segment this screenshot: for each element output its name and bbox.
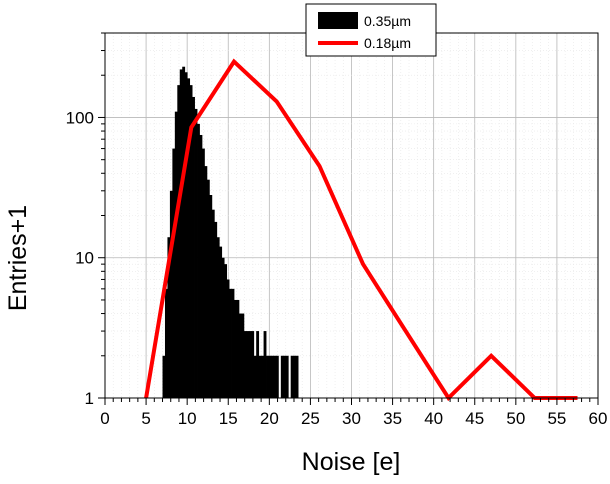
legend-label-1: 0.18µm xyxy=(364,35,411,51)
histogram-bar xyxy=(182,66,186,399)
x-tick-label: 55 xyxy=(547,409,566,428)
histogram-bar xyxy=(177,85,181,399)
legend-swatch-0 xyxy=(318,12,358,29)
histogram-bar xyxy=(192,96,195,398)
series-0-bars xyxy=(162,66,299,399)
y-tick-label: 1 xyxy=(85,389,94,408)
histogram-bar xyxy=(167,237,171,398)
histogram-bar xyxy=(199,134,203,398)
x-tick-label: 45 xyxy=(465,409,484,428)
histogram-bar xyxy=(293,355,297,398)
histogram-bar xyxy=(174,111,178,398)
histogram-bar xyxy=(290,355,294,398)
histogram-bar xyxy=(231,288,235,398)
legend: 0.35µm 0.18µm xyxy=(305,3,437,57)
x-tick-label: 15 xyxy=(219,409,238,428)
histogram-bar xyxy=(270,355,274,398)
histogram-bar xyxy=(253,355,257,398)
histogram-bar xyxy=(236,299,240,398)
histogram-bar xyxy=(214,221,218,398)
histogram-bar xyxy=(295,355,299,398)
histogram-bar xyxy=(172,148,176,398)
y-tick-label: 100 xyxy=(66,108,94,127)
y-axis-title: Entries+1 xyxy=(4,205,32,311)
x-tick-label: 20 xyxy=(260,409,279,428)
histogram-bar xyxy=(209,195,213,398)
grid xyxy=(105,32,598,398)
histogram-bar xyxy=(234,299,237,398)
histogram-bar xyxy=(258,355,262,398)
x-tick-label: 25 xyxy=(301,409,320,428)
histogram-bar xyxy=(280,355,284,398)
x-tick-label: 50 xyxy=(506,409,525,428)
histogram-bar xyxy=(229,288,232,398)
histogram-bar xyxy=(243,331,247,398)
histogram-bar xyxy=(197,123,200,398)
x-tick-label: 10 xyxy=(178,409,197,428)
x-tick-label: 40 xyxy=(424,409,443,428)
histogram-bar xyxy=(241,313,245,398)
x-tick-label: 30 xyxy=(342,409,361,428)
histogram-bar xyxy=(194,108,198,398)
histogram-bar xyxy=(221,257,225,398)
axis-ticks xyxy=(98,32,599,405)
histogram-bar xyxy=(211,209,215,398)
histogram-bar xyxy=(251,331,255,398)
histogram-bar xyxy=(256,331,260,398)
histogram-bar xyxy=(164,288,168,398)
y-tick-label: 10 xyxy=(75,249,94,268)
histogram-bar xyxy=(283,355,287,398)
histogram-bar xyxy=(169,190,173,398)
histogram-bar xyxy=(268,355,272,398)
series-1-line xyxy=(144,58,578,402)
series-line-0-18um xyxy=(144,58,578,402)
histogram-bar xyxy=(275,355,279,398)
histogram-bar xyxy=(201,148,205,398)
x-tick-label: 5 xyxy=(141,409,150,428)
histogram-bar xyxy=(263,331,267,398)
histogram-bar xyxy=(266,355,269,398)
histogram-bar xyxy=(206,179,210,398)
histogram-bar xyxy=(285,355,289,398)
x-axis-title: Noise [e] xyxy=(302,448,401,476)
histogram-bar xyxy=(224,264,228,398)
histogram-bar xyxy=(219,246,223,398)
histogram-bar xyxy=(179,69,183,398)
histogram-bar xyxy=(238,313,242,398)
histogram-bar xyxy=(216,237,220,398)
histogram-bar xyxy=(246,331,250,398)
x-tick-label: 0 xyxy=(100,409,109,428)
histogram-bar xyxy=(273,355,277,398)
histogram-bar xyxy=(248,331,252,398)
histogram-bar xyxy=(261,355,264,398)
x-tick-label: 60 xyxy=(589,409,608,428)
histogram-bar xyxy=(226,279,230,398)
tick-labels: 0 5 10 15 20 25 30 35 40 45 50 55 60 1 10 100 xyxy=(66,108,608,428)
legend-label-0: 0.35µm xyxy=(364,13,411,29)
histogram-bar xyxy=(184,72,188,399)
histogram-bar xyxy=(189,85,193,399)
histogram-bar xyxy=(162,355,166,398)
histogram-bar xyxy=(204,166,208,398)
x-tick-label: 35 xyxy=(383,409,402,428)
histogram-bar xyxy=(187,78,191,398)
